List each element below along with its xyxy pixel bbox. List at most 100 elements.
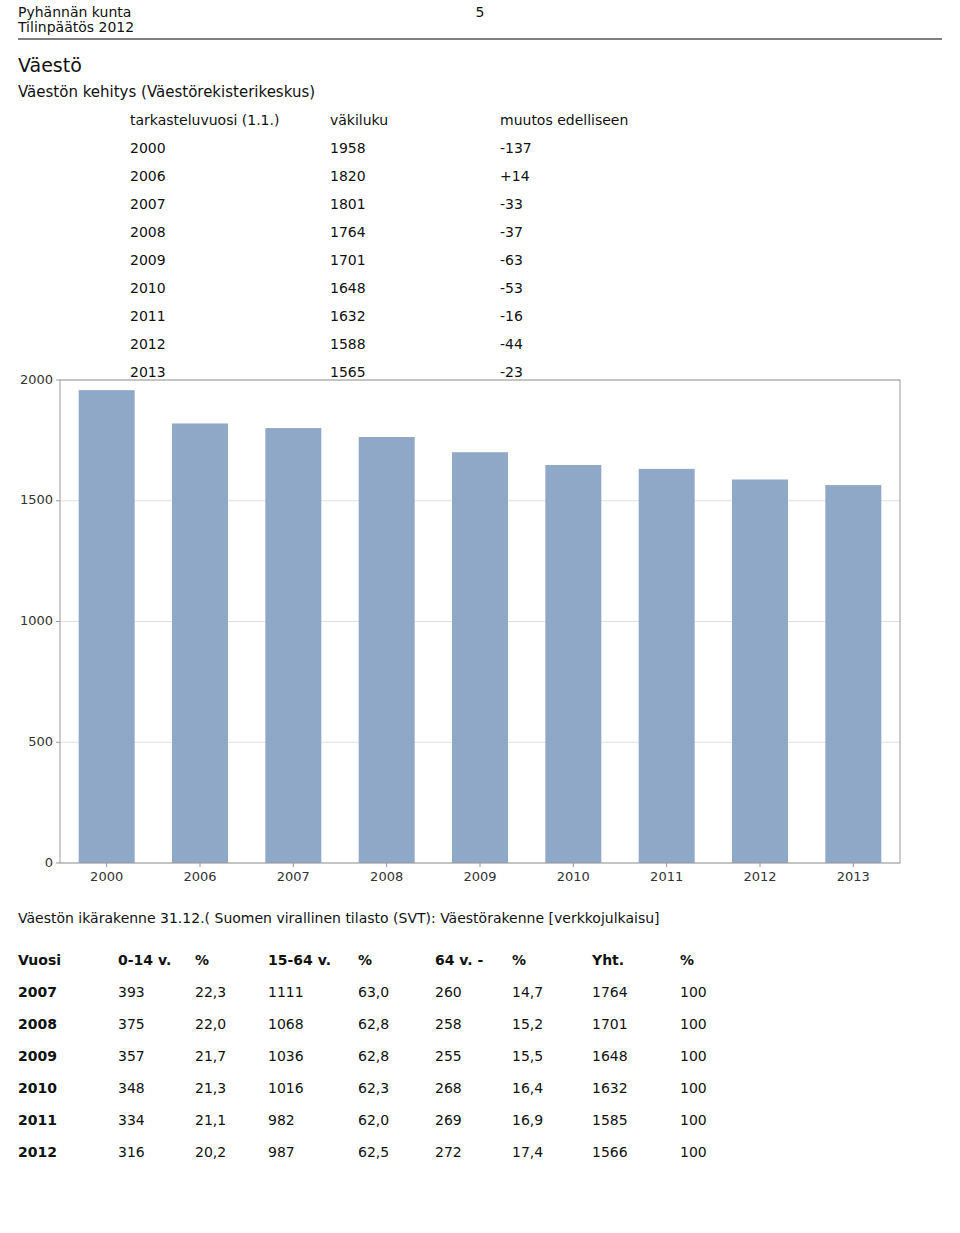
table-cell: 21,7 [195, 1048, 226, 1064]
table-cell: 987 [268, 1144, 295, 1160]
table-cell: 1820 [330, 168, 366, 184]
table-header: Vuosi [18, 952, 61, 968]
bar [732, 479, 788, 863]
table-cell: 2011 [130, 308, 166, 324]
table-cell: 375 [118, 1016, 145, 1032]
page-number: 5 [476, 4, 485, 20]
table-cell: 1111 [268, 984, 304, 1000]
table-cell: -33 [500, 196, 523, 212]
x-tick [760, 863, 761, 867]
table-cell: 2013 [130, 364, 166, 380]
table-header: % [512, 952, 526, 968]
table-cell: 1648 [330, 280, 366, 296]
table-cell: 258 [435, 1016, 462, 1032]
y-tick [56, 863, 60, 864]
table-cell: 1565 [330, 364, 366, 380]
table-cell: 2000 [130, 140, 166, 156]
y-tick-label: 500 [28, 734, 53, 749]
x-tick [573, 863, 574, 867]
table-cell: 100 [680, 1016, 707, 1032]
table-cell: 357 [118, 1048, 145, 1064]
y-tick-label: 2000 [20, 372, 53, 387]
table-header: väkiluku [330, 112, 388, 128]
table-cell: 62,8 [358, 1016, 389, 1032]
bar [359, 437, 415, 863]
bar [452, 452, 508, 863]
table-cell: -63 [500, 252, 523, 268]
table-cell: 1764 [592, 984, 628, 1000]
x-tick-label: 2007 [277, 869, 310, 884]
table-cell: 1068 [268, 1016, 304, 1032]
header-rule [18, 38, 942, 39]
table-cell: 14,7 [512, 984, 543, 1000]
table-cell: 2011 [18, 1112, 57, 1128]
x-tick-label: 2000 [90, 869, 123, 884]
section-title: Väestö [18, 54, 82, 76]
x-tick-label: 2006 [183, 869, 216, 884]
table-cell: 393 [118, 984, 145, 1000]
y-tick [56, 621, 60, 622]
table-cell: 22,0 [195, 1016, 226, 1032]
x-tick-label: 2013 [837, 869, 870, 884]
table-header: muutos edelliseen [500, 112, 628, 128]
x-tick [106, 863, 107, 867]
table-cell: 1764 [330, 224, 366, 240]
table-cell: 1801 [330, 196, 366, 212]
subsection-title: Väestön kehitys (Väestörekisterikeskus) [18, 83, 315, 101]
y-tick [56, 380, 60, 381]
table-cell: 268 [435, 1080, 462, 1096]
table-cell: 1036 [268, 1048, 304, 1064]
x-tick [666, 863, 667, 867]
y-tick [56, 500, 60, 501]
table-cell: 2010 [18, 1080, 57, 1096]
x-tick [480, 863, 481, 867]
table-cell: 63,0 [358, 984, 389, 1000]
bar [825, 485, 881, 863]
table-cell: 2009 [130, 252, 166, 268]
y-tick-label: 0 [45, 855, 53, 870]
table-cell: 316 [118, 1144, 145, 1160]
y-tick-label: 1500 [20, 492, 53, 507]
table-cell: 15,2 [512, 1016, 543, 1032]
table-cell: 21,3 [195, 1080, 226, 1096]
table-cell: 62,3 [358, 1080, 389, 1096]
x-tick [386, 863, 387, 867]
table-cell: 17,4 [512, 1144, 543, 1160]
table-cell: 62,8 [358, 1048, 389, 1064]
table-cell: 20,2 [195, 1144, 226, 1160]
plot-frame [60, 380, 900, 863]
table-cell: 2012 [18, 1144, 57, 1160]
table-cell: -16 [500, 308, 523, 324]
table-cell: +14 [500, 168, 530, 184]
table-cell: 16,4 [512, 1080, 543, 1096]
bar-chart: 0500100015002000200020062007200820092010… [20, 372, 900, 884]
table-header: 64 v. - [435, 952, 484, 968]
table-cell: 16,9 [512, 1112, 543, 1128]
bar [639, 469, 695, 863]
table-cell: 2008 [18, 1016, 57, 1032]
bar [172, 423, 228, 863]
table-cell: 100 [680, 1080, 707, 1096]
table-cell: 2008 [130, 224, 166, 240]
table-cell: 348 [118, 1080, 145, 1096]
y-tick [56, 742, 60, 743]
table-header: 15-64 v. [268, 952, 331, 968]
table-header: % [358, 952, 372, 968]
x-tick [200, 863, 201, 867]
table-cell: 2012 [130, 336, 166, 352]
table-cell: -53 [500, 280, 523, 296]
table-cell: -23 [500, 364, 523, 380]
table-cell: 100 [680, 984, 707, 1000]
table-cell: 1016 [268, 1080, 304, 1096]
table-cell: 62,0 [358, 1112, 389, 1128]
table-cell: 2007 [18, 984, 57, 1000]
table-cell: 1588 [330, 336, 366, 352]
x-tick-label: 2009 [463, 869, 496, 884]
table-header: 0-14 v. [118, 952, 171, 968]
table-cell: 334 [118, 1112, 145, 1128]
table-cell: 21,1 [195, 1112, 226, 1128]
x-tick-label: 2008 [370, 869, 403, 884]
table-cell: -137 [500, 140, 532, 156]
table-cell: 1701 [592, 1016, 628, 1032]
header-left: Pyhännän kunta [18, 4, 131, 20]
